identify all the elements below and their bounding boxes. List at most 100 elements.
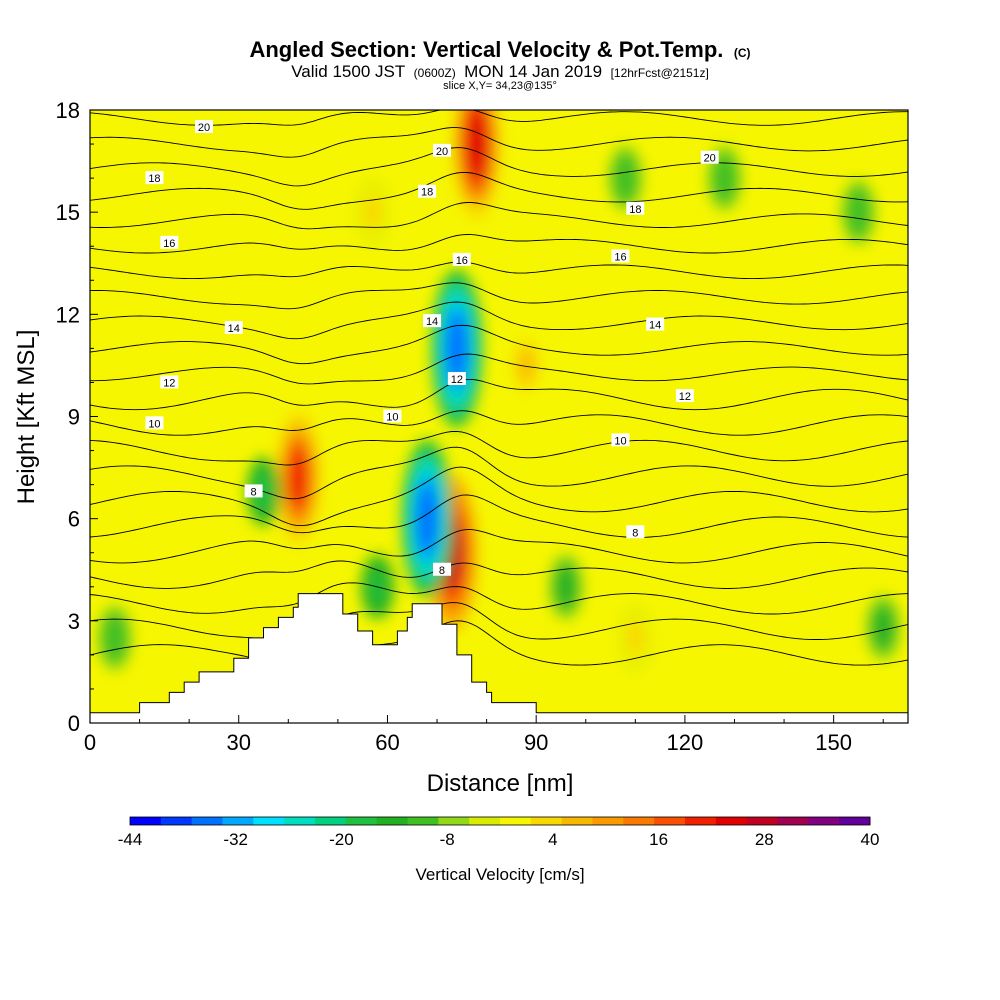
y-tick-label: 12 bbox=[56, 302, 80, 327]
contour-label-20: 20 bbox=[195, 120, 214, 134]
colorbar-swatch bbox=[746, 817, 778, 825]
plot-area: 8 8 8 10 10 10 12 12 12 14 14 14 16 16 16 18 18 18 20 20 20 bbox=[90, 110, 908, 723]
theta-contour-line bbox=[90, 234, 908, 254]
svg-text:10: 10 bbox=[386, 412, 398, 424]
contour-label-20: 20 bbox=[700, 150, 719, 165]
w-feature-10-level-3 bbox=[618, 163, 632, 193]
valid-time: Valid 1500 JST (0600Z) MON 14 Jan 2019 [… bbox=[291, 62, 709, 81]
contour-label-12: 12 bbox=[160, 375, 179, 389]
contour-labels: 8 8 8 10 10 10 12 12 12 14 14 14 16 16 16 18 18 18 20 20 20 bbox=[145, 120, 719, 577]
colorbar-swatch bbox=[685, 817, 717, 825]
svg-text:18: 18 bbox=[148, 173, 160, 185]
theta-contour-line bbox=[90, 202, 908, 230]
colorbar-swatch bbox=[592, 817, 624, 825]
x-tick-label: 150 bbox=[815, 730, 852, 755]
colorbar-swatch bbox=[500, 817, 532, 825]
contour-label-12: 12 bbox=[675, 389, 694, 403]
colorbar-swatch bbox=[530, 817, 563, 825]
theta-contour-line bbox=[90, 430, 908, 466]
svg-text:12: 12 bbox=[163, 377, 175, 389]
contour-label-8: 8 bbox=[432, 562, 451, 577]
svg-text:16: 16 bbox=[614, 251, 626, 263]
contour-label-16: 16 bbox=[611, 249, 630, 263]
svg-text:8: 8 bbox=[439, 565, 445, 577]
colorbar-tick-label: 40 bbox=[861, 830, 880, 849]
y-tick-label: 3 bbox=[68, 609, 80, 634]
y-tick-label: 15 bbox=[56, 200, 80, 225]
w-feature-4-level-3 bbox=[417, 484, 437, 553]
contour-label-10: 10 bbox=[145, 416, 164, 430]
colorbar-swatch bbox=[808, 817, 840, 825]
theta-contour-line bbox=[90, 378, 908, 411]
y-tick-label: 18 bbox=[56, 98, 80, 123]
contour-label-8: 8 bbox=[244, 484, 263, 498]
contour-label-10: 10 bbox=[383, 409, 402, 424]
colorbar-swatch bbox=[654, 817, 686, 825]
contour-label-14: 14 bbox=[423, 314, 442, 328]
colorbar-swatch bbox=[777, 817, 809, 825]
chart-title: Angled Section: Vertical Velocity & Pot.… bbox=[249, 37, 750, 62]
y-tick-label: 0 bbox=[68, 711, 80, 736]
w-feature-5-level-3 bbox=[447, 314, 467, 383]
y-axis-ticks: 0 3 6 9 12 15 18 bbox=[56, 98, 98, 736]
colorbar-swatch bbox=[623, 817, 655, 825]
colorbar-swatch bbox=[407, 817, 439, 825]
colorbar-swatch bbox=[469, 817, 501, 825]
w-feature-15-level-3 bbox=[366, 197, 380, 227]
contour-label-14: 14 bbox=[224, 320, 243, 335]
colorbar-swatches bbox=[130, 817, 871, 825]
svg-text:14: 14 bbox=[228, 323, 240, 335]
theta-contour-line bbox=[90, 110, 908, 126]
w-feature-8-level-3 bbox=[519, 351, 533, 380]
theta-contour-line bbox=[90, 171, 908, 210]
x-tick-label: 120 bbox=[667, 730, 704, 755]
theta-contour-line bbox=[90, 466, 908, 527]
theta-contour-line bbox=[90, 529, 908, 564]
terrain bbox=[90, 593, 908, 723]
w-feature-13-level-3 bbox=[628, 623, 642, 653]
w-feature-11-level-3 bbox=[718, 163, 732, 193]
colorbar: -44 -32 -20 -8 4 16 28 40 Vertical Velocity [cm… bbox=[118, 816, 880, 884]
svg-text:18: 18 bbox=[629, 204, 641, 216]
svg-text:14: 14 bbox=[649, 320, 661, 332]
colorbar-title: Vertical Velocity [cm/s] bbox=[415, 865, 584, 884]
colorbar-swatch bbox=[376, 817, 408, 825]
y-axis-label: Height [Kft MSL] bbox=[13, 330, 40, 505]
colorbar-tick-label: 4 bbox=[548, 830, 557, 849]
colorbar-frame bbox=[129, 816, 871, 826]
colorbar-swatch bbox=[222, 817, 254, 825]
colorbar-swatch bbox=[715, 817, 748, 825]
theta-contour-line bbox=[90, 582, 908, 615]
svg-text:14: 14 bbox=[426, 316, 438, 328]
svg-text:12: 12 bbox=[679, 391, 691, 403]
theta-contour-line bbox=[90, 353, 908, 385]
svg-text:20: 20 bbox=[436, 146, 448, 158]
svg-text:8: 8 bbox=[632, 527, 638, 539]
contour-label-8: 8 bbox=[626, 525, 645, 539]
svg-text:12: 12 bbox=[451, 374, 463, 386]
contour-label-10: 10 bbox=[611, 433, 630, 447]
theta-contour-line bbox=[90, 282, 908, 310]
contour-label-16: 16 bbox=[452, 252, 471, 267]
colorbar-swatch bbox=[160, 817, 193, 825]
colorbar-swatch bbox=[191, 817, 223, 825]
theta-contour-line bbox=[90, 602, 908, 641]
colorbar-tick-label: -32 bbox=[223, 830, 248, 849]
theta-contour-line bbox=[90, 446, 908, 500]
colorbar-swatch bbox=[284, 817, 316, 825]
colorbar-swatch bbox=[253, 817, 285, 825]
theta-contour-line bbox=[90, 324, 908, 365]
colorbar-swatch bbox=[315, 817, 347, 825]
potential-temperature-contours bbox=[90, 110, 908, 669]
w-feature-2-level-3 bbox=[467, 111, 487, 177]
colorbar-swatch bbox=[561, 817, 593, 825]
w-feature-9-level-3 bbox=[876, 613, 890, 642]
colorbar-swatch bbox=[345, 817, 378, 825]
colorbar-swatch bbox=[839, 817, 871, 825]
colorbar-tick-label: 16 bbox=[649, 830, 668, 849]
x-tick-label: 90 bbox=[524, 730, 548, 755]
w-feature-14-level-3 bbox=[108, 623, 122, 653]
w-feature-0-level-3 bbox=[289, 449, 307, 507]
svg-text:20: 20 bbox=[704, 153, 716, 165]
